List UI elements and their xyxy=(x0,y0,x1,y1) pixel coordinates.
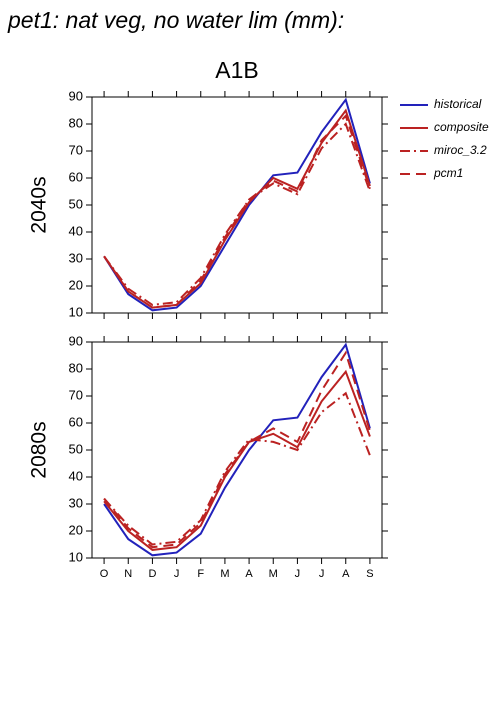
series-line xyxy=(103,122,371,306)
chart-title: pet1: nat veg, no water lim (mm): xyxy=(7,7,344,33)
x-tick-label: O xyxy=(100,568,109,580)
x-tick-label: J xyxy=(295,568,301,580)
y-tick-label: 20 xyxy=(69,522,83,537)
x-tick-label: M xyxy=(269,568,278,580)
y-tick-label: 70 xyxy=(69,387,83,402)
y-tick-label: 10 xyxy=(69,304,83,319)
legend-label: miroc_3.2 xyxy=(434,143,487,157)
y-tick-label: 20 xyxy=(69,277,83,292)
y-tick-label: 10 xyxy=(69,549,83,564)
legend-label: pcm1 xyxy=(433,166,463,180)
series-line xyxy=(103,97,371,312)
x-tick-label: S xyxy=(366,568,373,580)
legend-label: historical xyxy=(434,97,482,111)
plot-frame xyxy=(91,341,383,559)
y-tick-label: 60 xyxy=(69,169,83,184)
series-line xyxy=(103,342,371,557)
x-tick-label: N xyxy=(124,568,132,580)
series-line xyxy=(103,350,371,549)
y-tick-label: 70 xyxy=(69,142,83,157)
x-tick-label: A xyxy=(245,568,253,580)
series-line xyxy=(103,391,371,546)
y-tick-label: 80 xyxy=(69,115,83,130)
y-tick-label: 90 xyxy=(69,333,83,348)
series-line xyxy=(103,114,371,309)
chart-subtitle: A1B xyxy=(215,57,258,83)
y-tick-label: 30 xyxy=(69,495,83,510)
plot-frame xyxy=(91,96,383,314)
y-tick-label: 80 xyxy=(69,360,83,375)
y-tick-label: 50 xyxy=(69,196,83,211)
y-tick-label: 90 xyxy=(69,88,83,103)
x-tick-label: D xyxy=(148,568,156,580)
y-tick-label: 40 xyxy=(69,223,83,238)
y-tick-label: 50 xyxy=(69,441,83,456)
x-tick-label: A xyxy=(342,568,350,580)
legend-label: composite xyxy=(434,120,489,134)
x-tick-label: F xyxy=(197,568,204,580)
y-tick-label: 60 xyxy=(69,414,83,429)
y-axis-label: 2040s xyxy=(28,176,51,233)
x-tick-label: J xyxy=(319,568,325,580)
y-tick-label: 40 xyxy=(69,468,83,483)
y-axis-label: 2080s xyxy=(28,421,51,478)
y-tick-label: 30 xyxy=(69,250,83,265)
x-tick-label: J xyxy=(174,568,180,580)
x-tick-label: M xyxy=(220,568,229,580)
series-line xyxy=(103,369,371,551)
series-line xyxy=(103,108,371,309)
